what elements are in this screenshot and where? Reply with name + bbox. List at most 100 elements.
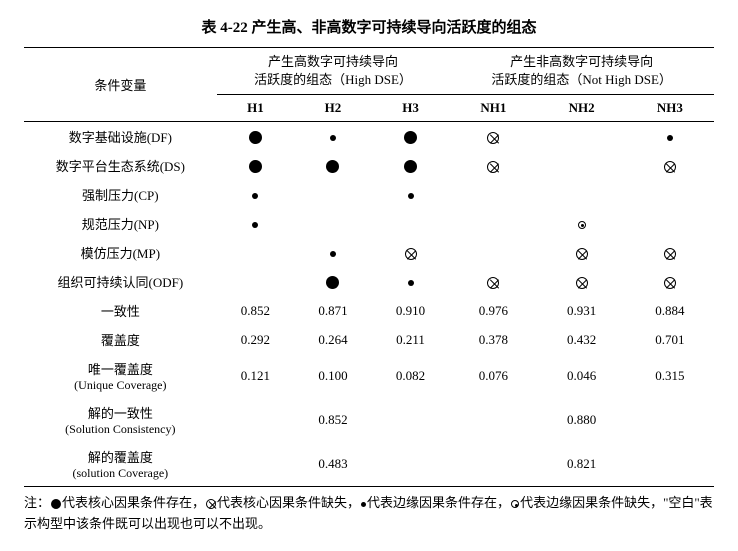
col-header: NH3 — [626, 95, 714, 122]
value-cell: 0.931 — [538, 296, 626, 325]
value-cell: 0.483 — [217, 442, 450, 487]
circle-solid-small-icon — [330, 135, 336, 141]
symbol-cell — [372, 180, 450, 209]
row-label: 解的覆盖度(solution Coverage) — [24, 442, 217, 487]
row-label: 规范压力(NP) — [24, 209, 217, 238]
circle-solid-large-icon — [249, 131, 262, 144]
value-cell: 0.852 — [217, 296, 295, 325]
row-label: 覆盖度 — [24, 325, 217, 354]
circle-solid-small-icon — [361, 502, 366, 507]
row-label: 唯一覆盖度(Unique Coverage) — [24, 354, 217, 398]
circle-solid-large-icon — [326, 160, 339, 173]
main-table: 条件变量 产生高数字可持续导向 活跃度的组态（High DSE） 产生非高数字可… — [24, 47, 714, 487]
symbol-cell — [217, 180, 295, 209]
value-cell: 0.292 — [217, 325, 295, 354]
value-cell: 0.880 — [449, 398, 714, 442]
circle-solid-small-icon — [667, 135, 673, 141]
circle-cross-large-icon — [206, 499, 216, 509]
circle-dot-icon — [578, 221, 586, 229]
value-cell: 0.046 — [538, 354, 626, 398]
symbol-cell — [538, 180, 626, 209]
circle-solid-large-icon — [249, 160, 262, 173]
symbol-cell — [294, 151, 372, 180]
symbol-cell — [372, 209, 450, 238]
symbol-cell — [372, 151, 450, 180]
circle-cross-large-icon — [664, 248, 676, 260]
circle-cross-large-icon — [487, 132, 499, 144]
symbol-cell — [294, 122, 372, 152]
symbol-cell — [449, 267, 537, 296]
circle-solid-small-icon — [252, 193, 258, 199]
circle-solid-large-icon — [404, 131, 417, 144]
row-label: 数字基础设施(DF) — [24, 122, 217, 152]
value-cell: 0.121 — [217, 354, 295, 398]
circle-cross-large-icon — [487, 161, 499, 173]
value-cell: 0.264 — [294, 325, 372, 354]
row-label: 强制压力(CP) — [24, 180, 217, 209]
symbol-cell — [626, 267, 714, 296]
circle-cross-large-icon — [664, 277, 676, 289]
value-cell: 0.211 — [372, 325, 450, 354]
symbol-cell — [449, 180, 537, 209]
row-label: 一致性 — [24, 296, 217, 325]
symbol-cell — [372, 238, 450, 267]
symbol-cell — [294, 267, 372, 296]
symbol-cell — [626, 122, 714, 152]
col-header: H1 — [217, 95, 295, 122]
symbol-cell — [626, 151, 714, 180]
circle-solid-small-icon — [330, 251, 336, 257]
circle-solid-small-icon — [252, 222, 258, 228]
symbol-cell — [217, 267, 295, 296]
value-cell: 0.871 — [294, 296, 372, 325]
value-cell: 0.432 — [538, 325, 626, 354]
circle-dot-icon — [511, 500, 519, 508]
col-header: NH1 — [449, 95, 537, 122]
value-cell: 0.076 — [449, 354, 537, 398]
symbol-cell — [626, 238, 714, 267]
value-cell: 0.910 — [372, 296, 450, 325]
circle-solid-large-icon — [326, 276, 339, 289]
header-condition: 条件变量 — [24, 48, 217, 122]
value-cell: 0.852 — [217, 398, 450, 442]
symbol-cell — [626, 209, 714, 238]
symbol-cell — [538, 151, 626, 180]
symbol-cell — [217, 209, 295, 238]
symbol-cell — [538, 209, 626, 238]
symbol-cell — [294, 180, 372, 209]
circle-cross-large-icon — [405, 248, 417, 260]
value-cell: 0.884 — [626, 296, 714, 325]
value-cell: 0.315 — [626, 354, 714, 398]
value-cell: 0.100 — [294, 354, 372, 398]
header-group-high: 产生高数字可持续导向 活跃度的组态（High DSE） — [217, 48, 450, 95]
symbol-cell — [217, 122, 295, 152]
col-header: NH2 — [538, 95, 626, 122]
value-cell: 0.378 — [449, 325, 537, 354]
value-cell: 0.701 — [626, 325, 714, 354]
value-cell: 0.082 — [372, 354, 450, 398]
circle-cross-large-icon — [487, 277, 499, 289]
symbol-cell — [372, 122, 450, 152]
row-label: 解的一致性(Solution Consistency) — [24, 398, 217, 442]
symbol-cell — [294, 238, 372, 267]
circle-solid-large-icon — [51, 499, 61, 509]
value-cell: 0.821 — [449, 442, 714, 487]
symbol-cell — [217, 238, 295, 267]
symbol-cell — [449, 238, 537, 267]
symbol-cell — [538, 267, 626, 296]
col-header: H3 — [372, 95, 450, 122]
circle-cross-large-icon — [664, 161, 676, 173]
symbol-cell — [217, 151, 295, 180]
circle-cross-large-icon — [576, 248, 588, 260]
table-footnote: 注：代表核心因果条件存在，代表核心因果条件缺失，代表边缘因果条件存在，代表边缘因… — [24, 493, 714, 535]
circle-solid-large-icon — [404, 160, 417, 173]
circle-cross-large-icon — [576, 277, 588, 289]
symbol-cell — [538, 238, 626, 267]
symbol-cell — [538, 122, 626, 152]
symbol-cell — [449, 151, 537, 180]
symbol-cell — [626, 180, 714, 209]
circle-solid-small-icon — [408, 193, 414, 199]
header-group-nothigh: 产生非高数字可持续导向 活跃度的组态（Not High DSE） — [449, 48, 714, 95]
circle-solid-small-icon — [408, 280, 414, 286]
row-label: 模仿压力(MP) — [24, 238, 217, 267]
row-label: 数字平台生态系统(DS) — [24, 151, 217, 180]
